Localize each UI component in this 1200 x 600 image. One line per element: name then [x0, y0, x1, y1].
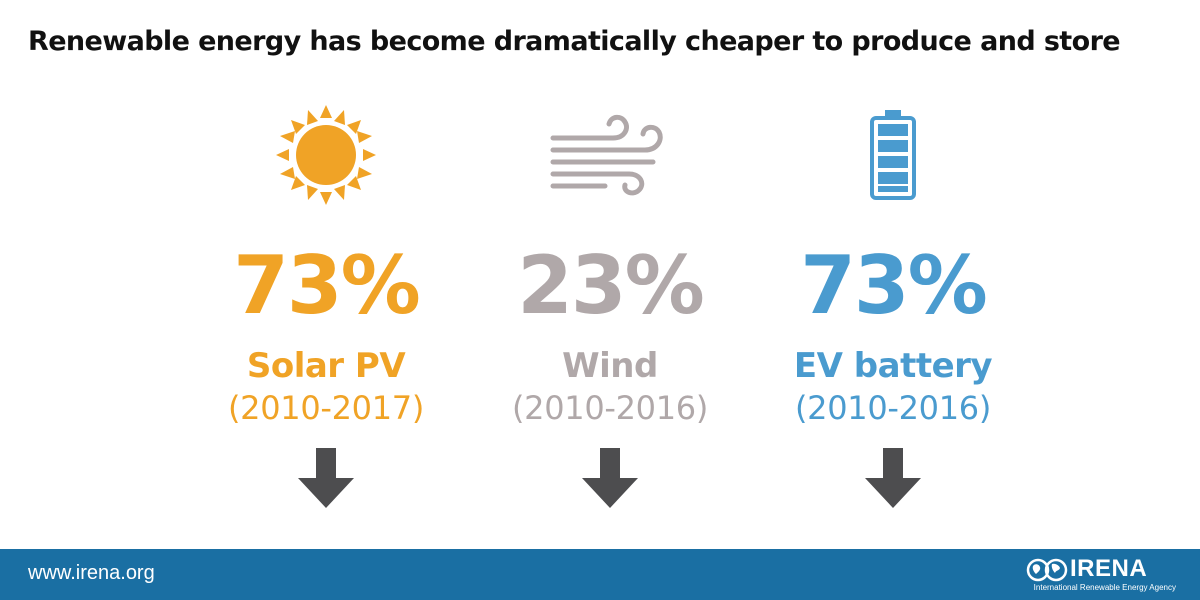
ev-battery-stat-card: 73% EV battery (2010-2016): [723, 100, 1063, 508]
wind-period: (2010-2016): [511, 389, 709, 427]
solar-percent: 73%: [233, 239, 420, 332]
agency-name: International Renewable Energy Agency: [1033, 583, 1176, 592]
wind-stat-card: 23% Wind (2010-2016): [440, 100, 780, 508]
irena-logo: IRENA International Renewable Energy Age…: [1026, 555, 1176, 595]
ev-percent: 73%: [800, 239, 987, 332]
wind-icon: [440, 100, 780, 210]
footer-bar: www.irena.org IRENA International Renewa…: [0, 549, 1200, 600]
logo-wordmark: IRENA: [1070, 555, 1148, 582]
ev-period: (2010-2016): [794, 389, 992, 427]
wind-label: Wind: [562, 346, 658, 386]
solar-stat-card: 73% Solar PV (2010-2017): [156, 100, 496, 508]
website-link[interactable]: www.irena.org: [28, 562, 155, 584]
wind-percent: 23%: [517, 239, 704, 332]
page-title: Renewable energy has become dramatically…: [28, 26, 1121, 57]
ev-label: EV battery: [793, 346, 993, 386]
globe-logo-icon: [1026, 558, 1068, 582]
arrow-down-icon: [723, 448, 1063, 508]
solar-label: Solar PV: [246, 346, 406, 386]
arrow-down-icon: [156, 448, 496, 508]
solar-period: (2010-2017): [227, 389, 425, 427]
battery-icon: [723, 100, 1063, 210]
sun-icon: [156, 100, 496, 210]
arrow-down-icon: [440, 448, 780, 508]
